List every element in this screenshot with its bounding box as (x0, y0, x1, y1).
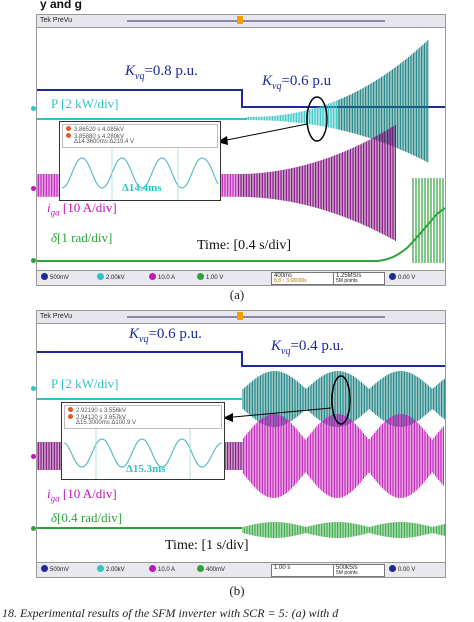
scope-status-bar: Tek PreVu (37, 15, 445, 28)
ch2-setting[interactable]: 2.00kV (95, 565, 127, 575)
cursor-a-value: 2.92190 s 3.556kV (76, 408, 127, 414)
oscilloscope-screen-a: Tek PreVu Kvq=0.8 p.u. Kvq=0.6 p.u P [2 … (31, 14, 446, 286)
truncated-figure-caption: 18. Experimental results of the SFM inve… (2, 606, 339, 620)
trigger-position-marker[interactable] (237, 312, 243, 320)
cursor-a-value: 3.86520 s 4.085kV (74, 127, 125, 133)
time-scale-label: Time: [1 s/div] (165, 538, 249, 553)
ch3-level-marker[interactable] (31, 186, 36, 191)
waveform-area-a: Kvq=0.8 p.u. Kvq=0.6 p.u P [2 kW/div] ig… (31, 28, 445, 270)
inset-waveform (63, 429, 223, 479)
ch4-level-marker[interactable] (31, 526, 36, 531)
scope-brand-label: Tek PreVu (40, 313, 73, 320)
inset-period-label: Δ14.4ms (122, 182, 162, 194)
kvq-left-label: Kvq=0.6 p.u. (129, 326, 202, 345)
ch3-level-marker[interactable] (31, 454, 36, 459)
ch3-setting[interactable]: 10.0 A (147, 565, 177, 575)
ch4-setting[interactable]: 400mV (195, 565, 227, 575)
cursor-delta-value: Δ14.3600ms Δ219.4 V (74, 139, 135, 145)
ch2-setting[interactable]: 2.00kV (95, 273, 127, 283)
ch4-setting[interactable]: 1.00 V (195, 273, 225, 283)
pointer-arrow (216, 123, 308, 143)
power-scale-label: P [2 kW/div] (51, 376, 119, 391)
truncated-heading: y and g (40, 0, 83, 11)
trigger-setting[interactable]: 0.00 V (387, 565, 417, 575)
cursor-readout: 3.86520 s 4.085kV 3.85880 s 4.280kV Δ14.… (62, 124, 218, 148)
inset-waveform (61, 148, 219, 200)
delta-scale-label: δ[0.4 rad/div] (51, 510, 123, 525)
trigger-setting[interactable]: 0.00 V (387, 273, 417, 283)
sample-rate-box[interactable]: 1.25MS/s 5M points (333, 272, 385, 285)
scope-brand-label: Tek PreVu (40, 17, 73, 24)
delta-trace-oscillation (242, 522, 445, 538)
cursor-readout: 2.92190 s 3.556kV 2.94120 s 3.657kV Δ15.… (64, 405, 222, 429)
panel-b-caption: (b) (229, 583, 245, 598)
ch2-level-marker[interactable] (31, 386, 36, 391)
zoom-inset-a: 3.86520 s 4.085kV 3.85880 s 4.280kV Δ14.… (59, 121, 221, 201)
pointer-arrowhead (223, 413, 233, 422)
kvq-right-label: Kvq=0.4 p.u. (271, 338, 344, 357)
kvq-right-label: Kvq=0.6 p.u (262, 73, 332, 92)
panel-a-caption: (a) (229, 287, 245, 302)
waveform-area-b: Kvq=0.6 p.u. Kvq=0.4 p.u. P [2 kW/div] i… (31, 324, 445, 562)
record-position-track[interactable] (127, 20, 385, 22)
kvq-reference-line (37, 351, 445, 367)
pointer-arrow (222, 407, 332, 419)
cursor-b-value: 2.94120 s 3.657kV (76, 415, 127, 421)
current-scale-label: iga [10 A/div] (47, 486, 117, 504)
timebase-box[interactable]: 400ms 8.8 ↑ 3.68000s (271, 272, 335, 285)
inset-period-label: Δ15.3ms (126, 463, 166, 475)
cursor-b-value: 3.85880 s 4.280kV (74, 134, 125, 140)
ch1-setting[interactable]: 500mV (39, 565, 71, 575)
delta-trace-collapse (412, 178, 444, 263)
trigger-position-marker[interactable] (237, 16, 243, 24)
zoom-inset-b: 2.92190 s 3.556kV 2.94120 s 3.657kV Δ15.… (61, 402, 225, 480)
oscilloscope-screen-b: Tek PreVu Kvq=0.6 p.u. Kvq=0.4 p.u. P [2… (31, 310, 446, 578)
sample-rate-box[interactable]: 500kS/s 5M points (333, 564, 385, 577)
scope-status-bar: Tek PreVu (37, 311, 445, 324)
power-scale-label: P [2 kW/div] (51, 96, 119, 111)
waveform-svg-b (37, 351, 445, 538)
delta-scale-label: δ[1 rad/div] (51, 230, 113, 245)
time-scale-label: Time: [0.4 s/div] (197, 238, 291, 253)
scope-settings-bar: 500mV 2.00kV 10.0 A 1.00 V 400ms 8.8 ↑ 3.… (37, 270, 445, 285)
scope-settings-bar: 500mV 2.00kV 10.0 A 400mV 1.00 s 500kS/s… (37, 562, 445, 577)
highlight-ellipse (331, 375, 351, 425)
cursor-delta-value: Δ15.3000ms Δ100.9 V (76, 420, 137, 426)
ch3-setting[interactable]: 10.0 A (147, 273, 177, 283)
ch2-level-marker[interactable] (31, 106, 36, 111)
current-scale-label: iga [10 A/div] (47, 200, 117, 218)
highlight-ellipse (306, 96, 328, 142)
ch4-level-marker[interactable] (31, 258, 36, 263)
record-position-track[interactable] (127, 316, 385, 318)
kvq-left-label: Kvq=0.8 p.u. (125, 63, 198, 82)
ch1-setting[interactable]: 500mV (39, 273, 71, 283)
power-trace-oscillation (246, 40, 429, 163)
timebase-box[interactable]: 1.00 s (271, 564, 335, 577)
